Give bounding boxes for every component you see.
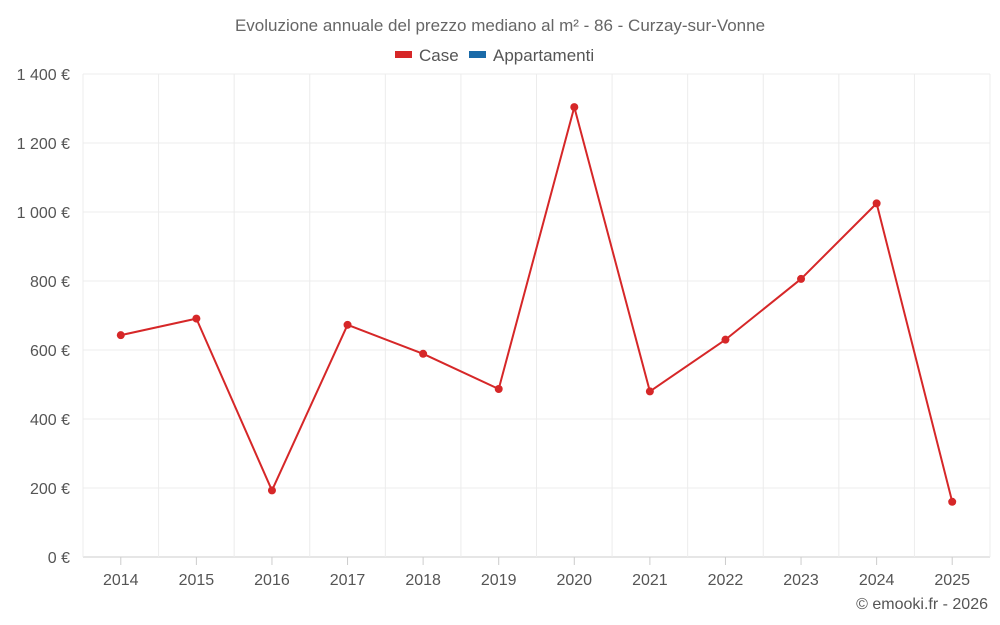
x-tick-label: 2017 bbox=[330, 572, 366, 589]
x-tick-label: 2021 bbox=[632, 572, 668, 589]
y-tick-label: 800 € bbox=[30, 274, 70, 291]
legend-label-appartamenti[interactable]: Appartamenti bbox=[493, 46, 594, 65]
data-point-case-2020[interactable] bbox=[570, 103, 579, 112]
y-tick-label: 1 000 € bbox=[17, 205, 70, 222]
legend[interactable]: Case Appartamenti bbox=[395, 46, 594, 65]
y-tick-label: 600 € bbox=[30, 343, 70, 360]
x-tick-label: 2025 bbox=[934, 572, 970, 589]
x-tick-label: 2015 bbox=[179, 572, 215, 589]
data-point-case-2021[interactable] bbox=[645, 387, 654, 396]
x-tick-label: 2023 bbox=[783, 572, 819, 589]
data-point-case-2025[interactable] bbox=[948, 497, 957, 506]
credit-text: © emooki.fr - 2026 bbox=[856, 596, 988, 613]
y-tick-label: 200 € bbox=[30, 481, 70, 498]
x-tick-label: 2016 bbox=[254, 572, 290, 589]
y-axis: 0 € 200 € 400 € 600 € 800 € 1 000 € 1 200 € 1 4… bbox=[17, 67, 70, 567]
data-point-case-2014[interactable] bbox=[116, 331, 125, 340]
data-point-case-2024[interactable] bbox=[872, 199, 881, 208]
data-point-case-2016[interactable] bbox=[267, 486, 276, 495]
legend-swatch-case[interactable] bbox=[395, 51, 412, 58]
y-tick-label: 1 200 € bbox=[17, 136, 70, 153]
grid bbox=[82, 73, 991, 558]
x-tick-label: 2014 bbox=[103, 572, 139, 589]
legend-label-case[interactable]: Case bbox=[419, 46, 459, 65]
legend-swatch-appartamenti[interactable] bbox=[469, 51, 486, 58]
series-line-case bbox=[120, 106, 954, 503]
x-tick-label: 2019 bbox=[481, 572, 517, 589]
y-tick-label: 1 400 € bbox=[17, 67, 70, 84]
y-tick-label: 0 € bbox=[48, 550, 70, 567]
data-point-case-2015[interactable] bbox=[192, 314, 201, 323]
x-tick-label: 2018 bbox=[405, 572, 441, 589]
x-axis: 2014 2015 2016 2017 2018 2019 2020 2021 2022 2023… bbox=[103, 557, 970, 589]
x-tick-label: 2020 bbox=[556, 572, 592, 589]
data-point-case-2019[interactable] bbox=[494, 384, 503, 393]
data-point-case-2022[interactable] bbox=[721, 335, 730, 344]
data-point-case-2017[interactable] bbox=[343, 320, 352, 329]
y-tick-label: 400 € bbox=[30, 412, 70, 429]
x-tick-label: 2024 bbox=[859, 572, 895, 589]
chart-title: Evoluzione annuale del prezzo mediano al… bbox=[235, 16, 765, 35]
series-case bbox=[116, 103, 957, 506]
x-tick-label: 2022 bbox=[708, 572, 744, 589]
data-point-case-2023[interactable] bbox=[797, 274, 806, 283]
data-point-case-2018[interactable] bbox=[419, 349, 428, 358]
